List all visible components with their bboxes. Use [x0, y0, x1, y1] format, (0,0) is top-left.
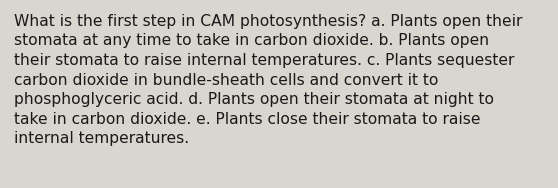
Text: phosphoglyceric acid. d. Plants open their stomata at night to: phosphoglyceric acid. d. Plants open the… — [14, 92, 494, 107]
Text: stomata at any time to take in carbon dioxide. b. Plants open: stomata at any time to take in carbon di… — [14, 33, 489, 49]
Text: internal temperatures.: internal temperatures. — [14, 131, 189, 146]
Text: take in carbon dioxide. e. Plants close their stomata to raise: take in carbon dioxide. e. Plants close … — [14, 111, 480, 127]
Text: their stomata to raise internal temperatures. c. Plants sequester: their stomata to raise internal temperat… — [14, 53, 514, 68]
Text: What is the first step in CAM photosynthesis? a. Plants open their: What is the first step in CAM photosynth… — [14, 14, 522, 29]
Text: carbon dioxide in bundle-sheath cells and convert it to: carbon dioxide in bundle-sheath cells an… — [14, 73, 439, 87]
